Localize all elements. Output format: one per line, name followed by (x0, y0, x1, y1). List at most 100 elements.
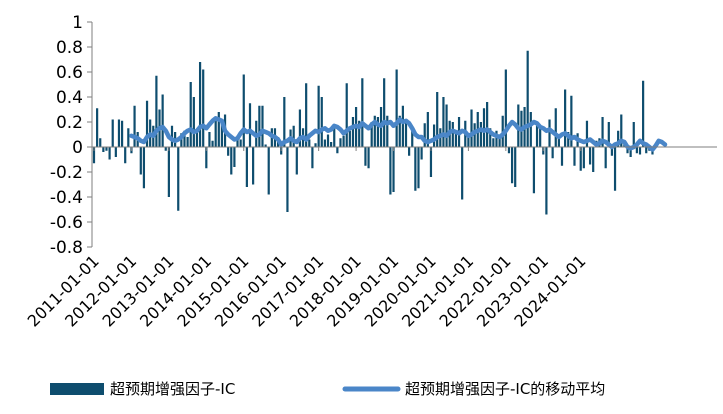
bar (383, 78, 386, 147)
bar (461, 147, 464, 200)
bar (367, 147, 370, 169)
bar (96, 108, 99, 147)
bar (454, 130, 458, 147)
bar (373, 115, 376, 147)
bar (626, 147, 629, 154)
bar (564, 89, 567, 147)
bar (326, 134, 330, 147)
bar (211, 140, 214, 147)
y-tick-label: 0.8 (56, 38, 83, 58)
bar (510, 147, 514, 184)
bar (492, 138, 495, 147)
y-axis-ticks: 1 0.8 0.6 0.4 0.2 0 -0.2 -0.4 -0.6 -0.8 (50, 13, 92, 258)
bar (167, 147, 170, 197)
bar (351, 117, 355, 147)
bar (610, 147, 614, 156)
bar (339, 138, 342, 147)
bar (404, 119, 408, 147)
bar (482, 108, 486, 147)
bar (155, 75, 158, 147)
bar (445, 104, 448, 147)
bar (142, 147, 146, 189)
bar (92, 147, 96, 164)
bar (114, 147, 117, 157)
bar (320, 97, 323, 147)
y-tick-label: 0.2 (56, 113, 83, 133)
bar (398, 115, 401, 147)
y-tick-label: 0.4 (56, 88, 83, 108)
legend-swatch-bar (50, 383, 104, 395)
bar (629, 147, 632, 157)
legend-label-line: 超预期增强因子-IC的移动平均 (405, 380, 605, 398)
bar (376, 117, 380, 147)
bar (526, 50, 529, 147)
bar (642, 80, 645, 147)
moving-average-line (129, 116, 668, 152)
bar (248, 103, 252, 147)
bar (236, 135, 239, 147)
bar (420, 147, 423, 160)
bar (292, 125, 295, 147)
bar (638, 147, 642, 155)
bar (220, 122, 224, 147)
bar (436, 92, 439, 147)
bar (635, 147, 638, 154)
bar (579, 147, 582, 171)
bar (99, 138, 102, 147)
bar (217, 112, 220, 147)
bar (551, 147, 554, 159)
bar (295, 147, 298, 175)
y-tick-label: 1 (72, 13, 83, 33)
bar (133, 105, 136, 147)
bar (177, 147, 180, 211)
bar (486, 102, 489, 147)
y-tick-label: -0.6 (50, 213, 83, 233)
bar (127, 128, 130, 147)
bar (451, 122, 454, 147)
bar (570, 95, 573, 147)
bar (401, 105, 404, 147)
bar (514, 147, 517, 187)
bar (267, 147, 270, 195)
bar (120, 120, 124, 147)
bar (124, 147, 127, 164)
bar (336, 147, 339, 154)
bar (582, 147, 585, 169)
bar (489, 128, 492, 147)
bar (170, 125, 174, 147)
bar (554, 108, 557, 147)
bar (214, 117, 217, 147)
legend-label-bar: 超预期增强因子-IC (110, 380, 235, 398)
bar (342, 135, 345, 147)
bar (323, 139, 326, 147)
bar (264, 144, 267, 147)
bar (604, 147, 607, 169)
y-tick-label: -0.8 (50, 238, 83, 258)
bar (258, 105, 261, 147)
bar (585, 120, 589, 147)
bar (601, 117, 604, 147)
bar (161, 94, 164, 147)
bar (432, 124, 436, 147)
bar (186, 137, 189, 147)
bar (227, 147, 230, 156)
bar (245, 147, 248, 187)
y-tick-label: -0.2 (50, 163, 83, 183)
bar (317, 85, 320, 147)
bar (395, 69, 398, 147)
bar (364, 147, 367, 166)
bar (311, 147, 314, 169)
bar (208, 132, 211, 147)
bar (389, 147, 392, 195)
bar (358, 120, 361, 147)
bar (230, 147, 233, 175)
bar (205, 147, 208, 169)
bar (195, 129, 199, 147)
bar (467, 137, 470, 147)
bar (283, 97, 286, 147)
bar (548, 119, 551, 147)
bar (560, 147, 564, 166)
bar (442, 97, 445, 147)
bar (535, 122, 539, 147)
bar (314, 143, 317, 147)
